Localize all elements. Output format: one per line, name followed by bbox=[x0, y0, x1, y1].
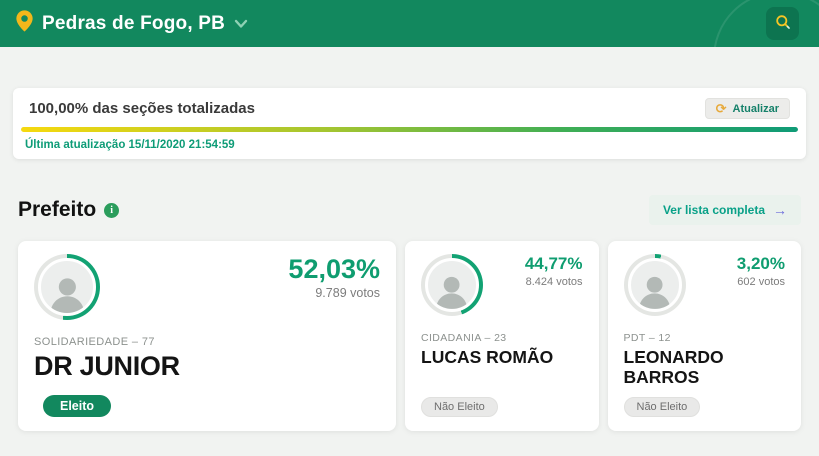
search-button[interactable] bbox=[766, 7, 799, 40]
vote-percent: 52,03% bbox=[288, 254, 380, 284]
person-icon bbox=[639, 277, 670, 309]
party-label: PDT – 12 bbox=[623, 332, 671, 344]
location-title: Pedras de Fogo, PB bbox=[42, 12, 226, 34]
refresh-button[interactable]: ⟳ Atualizar bbox=[704, 98, 790, 119]
search-icon bbox=[774, 13, 792, 34]
view-full-list-button[interactable]: Ver lista completa → bbox=[648, 195, 801, 225]
person-icon bbox=[50, 278, 84, 313]
person-icon bbox=[436, 277, 468, 309]
last-update-text: Última atualização 15/11/2020 21:54:59 bbox=[25, 139, 235, 151]
totalization-progress-bar bbox=[21, 127, 798, 132]
totalization-card: 100,00% das seções totalizadas ⟳ Atualiz… bbox=[13, 88, 806, 159]
status-badge: Não Eleito bbox=[421, 397, 498, 417]
refresh-label: Atualizar bbox=[732, 102, 779, 115]
arrow-right-icon: → bbox=[773, 202, 787, 218]
location-selector[interactable]: Pedras de Fogo, PB bbox=[16, 10, 248, 37]
vote-progress-ring bbox=[34, 254, 100, 320]
app-header: Pedras de Fogo, PB bbox=[0, 0, 819, 47]
candidate-photo bbox=[425, 258, 479, 312]
candidate-card[interactable]: 52,03% 9.789 votos SOLIDARIEDADE – 77 DR… bbox=[18, 241, 396, 431]
candidate-photo bbox=[38, 258, 96, 316]
party-label: CIDADANIA – 23 bbox=[421, 332, 507, 344]
candidate-name: LUCAS ROMÃO bbox=[421, 347, 554, 367]
chevron-down-icon bbox=[234, 16, 248, 34]
vote-progress-ring bbox=[623, 254, 686, 316]
candidate-card[interactable]: 3,20% 602 votos PDT – 12 LEONARDO BARROS… bbox=[607, 241, 801, 431]
status-badge: Não Eleito bbox=[623, 397, 701, 417]
view-full-list-label: Ver lista completa bbox=[662, 203, 765, 217]
totalization-title: 100,00% das seções totalizadas bbox=[29, 100, 255, 117]
candidate-name: DR JUNIOR bbox=[34, 351, 180, 381]
vote-count: 9.789 votos bbox=[315, 286, 380, 301]
location-pin-icon bbox=[16, 10, 33, 37]
main-content: 100,00% das seções totalizadas ⟳ Atualiz… bbox=[0, 88, 819, 431]
candidate-card[interactable]: 44,77% 8.424 votos CIDADANIA – 23 LUCAS … bbox=[405, 241, 599, 431]
vote-count: 8.424 votos bbox=[525, 275, 583, 288]
section-header: Prefeito i Ver lista completa → bbox=[18, 195, 801, 225]
info-icon[interactable]: i bbox=[104, 202, 120, 218]
candidate-photo bbox=[627, 258, 682, 312]
vote-percent: 44,77% bbox=[524, 254, 583, 273]
vote-percent: 3,20% bbox=[736, 254, 785, 273]
vote-count: 602 votos bbox=[737, 275, 785, 288]
page-title: Prefeito bbox=[18, 198, 97, 221]
party-label: SOLIDARIEDADE – 77 bbox=[34, 336, 155, 348]
status-badge: Eleito bbox=[43, 395, 112, 417]
refresh-icon: ⟳ bbox=[715, 101, 727, 116]
candidate-name: LEONARDO BARROS bbox=[623, 347, 724, 388]
totalization-progress-fill bbox=[21, 127, 798, 132]
candidate-cards: 52,03% 9.789 votos SOLIDARIEDADE – 77 DR… bbox=[18, 241, 801, 431]
vote-progress-ring bbox=[421, 254, 483, 316]
